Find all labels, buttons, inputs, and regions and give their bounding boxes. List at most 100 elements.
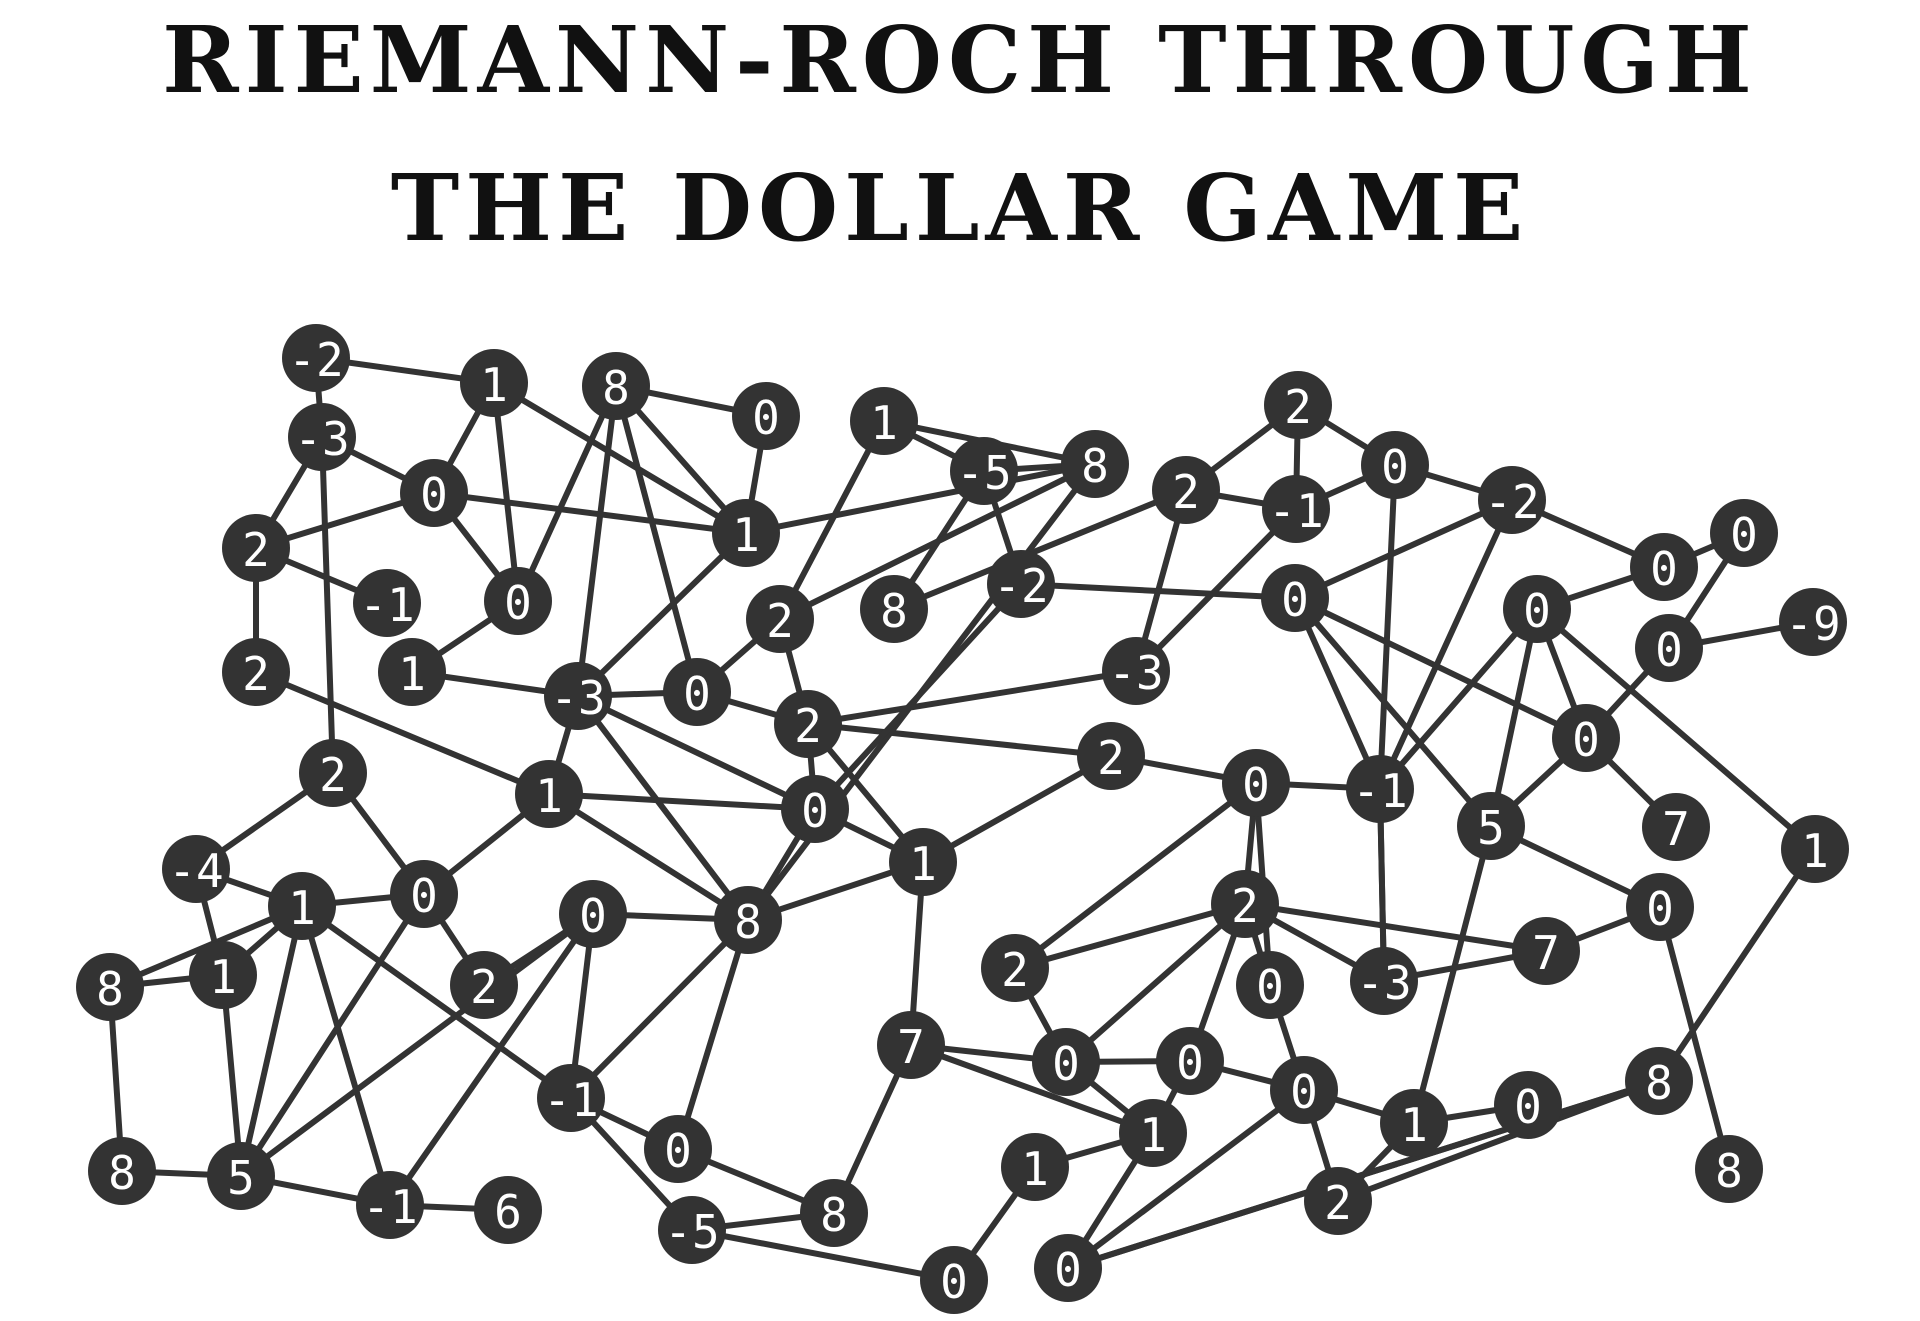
graph-node: 0 [1156,1027,1224,1095]
graph-node: 0 [1032,1028,1100,1096]
graph-node: 1 [712,499,780,567]
node-label: 1 [480,358,508,412]
node-label: 0 [579,889,607,943]
node-label: 7 [1532,926,1560,980]
node-label: 8 [96,962,124,1016]
graph-edge [1488,606,1540,829]
node-disc [663,658,731,726]
graph-edge [675,917,751,1152]
graph-node: -3 [1350,947,1418,1015]
node-disc [1211,870,1279,938]
node-disc [356,1171,424,1239]
graph-edge [805,721,1114,759]
node-label: 8 [734,895,762,949]
node-disc [1261,564,1329,632]
graph-edge [546,791,818,812]
node-label: 0 [1381,440,1409,494]
graph-node: 0 [1034,1234,1102,1302]
graph-edge [805,668,1139,727]
node-disc [920,1246,988,1314]
graph-node: -3 [544,662,612,730]
graph-edge [777,461,1098,622]
node-label: 1 [1400,1098,1428,1152]
graph-edge [1656,846,1818,1084]
node-label: 0 [940,1255,968,1309]
node-disc [781,775,849,843]
node-label: -1 [362,1180,417,1234]
graph-edge [575,383,619,699]
node-disc [987,550,1055,618]
node-label: 0 [504,576,532,630]
node-disc [1346,755,1414,823]
node-disc [1779,588,1847,656]
node-label: 8 [108,1146,136,1200]
node-label: 2 [242,523,270,577]
graph-edge [431,490,749,536]
node-label: 0 [1650,542,1678,596]
graph-node: 1 [460,349,528,417]
graph-node: 0 [1710,499,1778,567]
node-disc [1552,704,1620,772]
graph-edge [1133,506,1299,674]
graph-node: 0 [920,1246,988,1314]
node-disc [860,575,928,643]
graph-edge [1018,581,1298,601]
node-label: -1 [1268,484,1323,538]
graph-node: 1 [189,941,257,1009]
node-disc [1156,1027,1224,1095]
graph-node: 2 [981,934,1049,1002]
node-disc [712,499,780,567]
node-disc [222,514,290,582]
node-disc [515,760,583,828]
graph-edge [546,791,751,923]
node-label: 0 [1176,1036,1204,1090]
node-label: 0 [664,1124,692,1178]
node-disc [222,638,290,706]
node-label: 2 [1097,731,1125,785]
node-disc [1494,1071,1562,1139]
node-disc [1001,1133,1069,1201]
graph-node: 2 [299,739,367,807]
node-disc [1512,917,1580,985]
node-disc [450,951,518,1019]
graph-edge [253,669,552,797]
graph-edge [1292,595,1494,829]
node-label: 5 [227,1151,255,1205]
graph-node: 1 [378,638,446,706]
node-disc [1119,1099,1187,1167]
graph-edge [299,903,393,1208]
node-label: 6 [494,1185,522,1239]
graph-node: 0 [1270,1056,1338,1124]
node-disc [1236,951,1304,1019]
node-disc [1503,575,1571,643]
node-disc [353,569,421,637]
node-label: -3 [1356,956,1411,1010]
graph-node: 2 [222,638,290,706]
graph-node: 8 [860,575,928,643]
node-label: 8 [1081,439,1109,493]
node-disc [1350,947,1418,1015]
node-disc [746,585,814,653]
graph-edge [491,380,749,536]
graph-edge [1377,606,1540,792]
node-label: 1 [732,508,760,562]
graph-node: 2 [774,690,842,758]
node-label: 7 [1662,802,1690,856]
graph-edge [491,380,521,604]
node-label: 0 [1572,713,1600,767]
graph-edge [1065,1087,1307,1271]
node-disc [774,690,842,758]
node-disc [582,352,650,420]
graph-node: 6 [474,1176,542,1244]
node-disc [484,567,552,635]
graph-edge [1063,901,1248,1065]
graph-node: -1 [1262,475,1330,543]
node-label: 1 [909,837,937,891]
graph-node: 7 [877,1011,945,1079]
graph-node: 0 [400,459,468,527]
graph-node: 2 [1264,371,1332,439]
node-disc [1102,637,1170,705]
node-label: 0 [1290,1065,1318,1119]
graph-node: 1 [1781,815,1849,883]
